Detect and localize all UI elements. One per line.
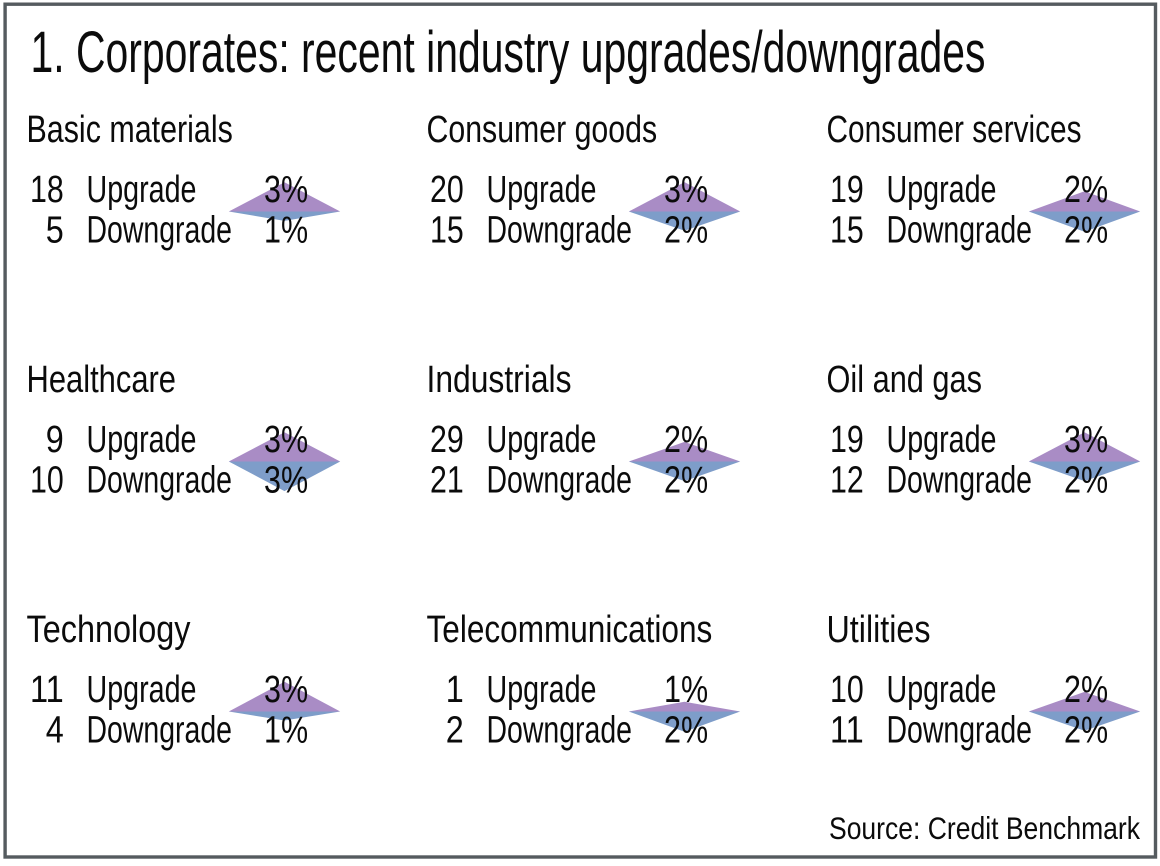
svg-text:Upgrade: Upgrade	[87, 668, 197, 711]
svg-text:Downgrade: Downgrade	[487, 459, 633, 502]
svg-text:Downgrade: Downgrade	[487, 209, 633, 252]
svg-text:9: 9	[46, 418, 64, 461]
svg-text:3%: 3%	[264, 459, 308, 502]
svg-text:Upgrade: Upgrade	[887, 418, 997, 461]
svg-text:Technology: Technology	[27, 608, 192, 651]
svg-text:2%: 2%	[664, 418, 708, 461]
svg-text:21: 21	[430, 459, 464, 502]
svg-text:Downgrade: Downgrade	[87, 459, 233, 502]
svg-text:1: 1	[446, 668, 464, 711]
svg-text:Consumer services: Consumer services	[827, 108, 1082, 151]
svg-text:1%: 1%	[664, 668, 708, 711]
svg-text:Upgrade: Upgrade	[887, 168, 997, 211]
svg-text:1. Corporates: recent industry: 1. Corporates: recent industry upgrades/…	[31, 20, 986, 85]
svg-text:4: 4	[46, 709, 64, 752]
svg-text:29: 29	[430, 418, 464, 461]
svg-text:3%: 3%	[264, 168, 308, 211]
svg-text:19: 19	[830, 418, 864, 461]
svg-text:2%: 2%	[1064, 709, 1108, 752]
svg-text:3%: 3%	[1064, 418, 1108, 461]
svg-text:5: 5	[46, 209, 64, 252]
svg-text:12: 12	[830, 459, 864, 502]
svg-text:Downgrade: Downgrade	[87, 709, 233, 752]
svg-text:Oil and gas: Oil and gas	[827, 358, 983, 401]
svg-text:1%: 1%	[264, 709, 308, 752]
svg-text:19: 19	[830, 168, 864, 211]
svg-text:11: 11	[30, 668, 64, 711]
svg-text:Downgrade: Downgrade	[887, 459, 1033, 502]
svg-text:Healthcare: Healthcare	[27, 358, 177, 401]
svg-text:Upgrade: Upgrade	[487, 668, 597, 711]
svg-text:2%: 2%	[1064, 459, 1108, 502]
svg-text:20: 20	[430, 168, 464, 211]
svg-text:10: 10	[830, 668, 864, 711]
svg-text:3%: 3%	[264, 668, 308, 711]
svg-text:Consumer goods: Consumer goods	[427, 108, 658, 151]
svg-text:2%: 2%	[664, 459, 708, 502]
svg-text:Industrials: Industrials	[427, 358, 572, 401]
svg-text:Upgrade: Upgrade	[487, 168, 597, 211]
svg-text:2%: 2%	[1064, 168, 1108, 211]
svg-text:Source: Credit Benchmark: Source: Credit Benchmark	[829, 810, 1140, 846]
svg-text:Downgrade: Downgrade	[87, 209, 233, 252]
svg-text:Utilities: Utilities	[827, 608, 931, 651]
svg-text:Upgrade: Upgrade	[487, 418, 597, 461]
svg-text:1%: 1%	[264, 209, 308, 252]
svg-text:3%: 3%	[264, 418, 308, 461]
svg-text:15: 15	[830, 209, 864, 252]
svg-text:2%: 2%	[664, 209, 708, 252]
svg-text:Telecommunications: Telecommunications	[427, 608, 713, 651]
svg-text:Upgrade: Upgrade	[887, 668, 997, 711]
svg-text:Downgrade: Downgrade	[887, 709, 1033, 752]
svg-text:Upgrade: Upgrade	[87, 168, 197, 211]
svg-text:Downgrade: Downgrade	[887, 209, 1033, 252]
svg-text:2%: 2%	[1064, 209, 1108, 252]
svg-text:18: 18	[30, 168, 64, 211]
svg-text:Downgrade: Downgrade	[487, 709, 633, 752]
svg-text:10: 10	[30, 459, 64, 502]
svg-text:15: 15	[430, 209, 464, 252]
svg-text:2%: 2%	[664, 709, 708, 752]
svg-text:2%: 2%	[1064, 668, 1108, 711]
svg-text:11: 11	[830, 709, 864, 752]
svg-text:3%: 3%	[664, 168, 708, 211]
svg-text:Basic materials: Basic materials	[27, 108, 233, 151]
svg-text:2: 2	[446, 709, 464, 752]
svg-text:Upgrade: Upgrade	[87, 418, 197, 461]
